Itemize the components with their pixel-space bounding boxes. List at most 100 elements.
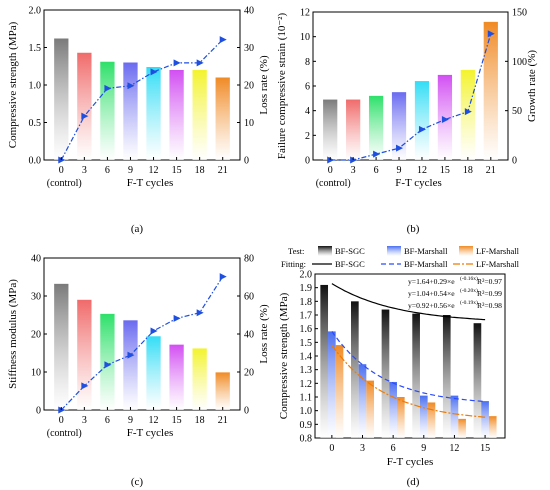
bar — [346, 99, 361, 160]
y-tick-label: 20 — [31, 330, 41, 341]
line-marker — [196, 59, 204, 67]
y-axis-label: Failure compressive strain (10⁻²) — [276, 13, 288, 160]
y-tick-label: 4 — [305, 106, 310, 117]
x-tick-label: 18 — [195, 415, 205, 426]
line-marker — [58, 406, 66, 414]
legend-swatch — [459, 246, 473, 256]
line-marker — [373, 150, 381, 158]
y-tick-label: 10 — [31, 368, 41, 379]
line-marker — [441, 116, 449, 124]
legend-swatch — [318, 246, 332, 256]
x-tick-label: 0 — [59, 415, 64, 426]
bar — [123, 320, 138, 410]
panel-caption: (d) — [407, 476, 420, 488]
x-axis-label: F-T cycles — [395, 177, 442, 189]
line-marker — [219, 273, 227, 281]
bar-lf-marshall — [488, 416, 497, 438]
line-marker — [150, 68, 158, 76]
legend-label: BF-SGC — [335, 246, 365, 256]
equation-exponent: (-0.20x) — [460, 287, 478, 294]
y-tick-label: 1.5 — [29, 43, 42, 54]
y2-tick-label: 0 — [244, 406, 249, 417]
x-sub-label: (control) — [47, 178, 82, 189]
y-axis-label: Compressive strength (MPa) — [278, 292, 290, 419]
x-tick-label: 12 — [149, 165, 159, 176]
panel-caption: (a) — [131, 223, 144, 235]
bar — [100, 61, 115, 160]
x-tick-label: 9 — [421, 443, 426, 454]
y-tick-label: 1.8 — [300, 297, 313, 308]
x-tick-label: 6 — [105, 165, 110, 176]
y-tick-label: 1.1 — [300, 393, 313, 404]
y-tick-label: 2 — [305, 131, 310, 142]
bar-bf-marshall — [419, 395, 428, 438]
x-tick-label: 0 — [59, 165, 64, 176]
line-marker — [464, 108, 472, 116]
x-axis-label: F-T cycles — [387, 456, 434, 468]
x-tick-label: 18 — [463, 165, 473, 176]
bar — [54, 283, 69, 410]
legend-fit-label: Fitting: — [281, 259, 306, 269]
y2-tick-label: 150 — [512, 8, 527, 19]
fit-equation: y=0.92+0.56×e (-0.19x) R²=0.98 — [408, 299, 502, 310]
line-marker — [127, 82, 135, 90]
bar — [169, 70, 184, 160]
y2-tick-label: 0 — [244, 156, 249, 167]
fit-equation: y=1.64+0.29×e (-0.16x) R²=0.97 — [408, 275, 502, 286]
loss-line — [60, 39, 224, 161]
bar — [146, 336, 161, 410]
fit-curve-lf-marshall — [331, 344, 486, 418]
bar-bf-marshall — [481, 401, 489, 438]
line-marker — [173, 314, 181, 322]
panel-1: 0 2 4 6 8 10 12 Failure compressive strain (10⁻… — [276, 8, 538, 236]
fit-equation: y=1.04+0.54×e (-0.20x) R²=0.99 — [408, 287, 502, 298]
legend-swatch — [387, 246, 401, 256]
bar-lf-marshall — [458, 418, 466, 438]
x-tick-label: 15 — [172, 415, 182, 426]
y2-tick-label: 20 — [244, 81, 254, 92]
y2-tick-label: 100 — [512, 57, 527, 68]
line-marker — [81, 112, 89, 120]
y2-tick-label: 0 — [512, 156, 517, 167]
y-tick-label: 0 — [305, 156, 310, 167]
loss-line — [60, 276, 224, 411]
bar — [54, 38, 69, 160]
line-marker — [418, 125, 426, 133]
x-tick-label: 3 — [351, 165, 356, 176]
bar — [215, 77, 230, 160]
x-tick-label: 6 — [374, 165, 379, 176]
x-tick-label: 15 — [172, 165, 182, 176]
bar — [100, 313, 115, 410]
bar-bf-sgc — [473, 323, 482, 438]
fit-curve-bf-marshall — [331, 331, 486, 403]
line-marker — [104, 361, 112, 369]
bar — [323, 99, 338, 160]
bar-bf-sgc — [412, 313, 420, 438]
x-tick-label: 3 — [82, 165, 87, 176]
legend-fit-name: BF-Marshall — [404, 259, 448, 269]
y2-tick-label: 60 — [244, 292, 254, 303]
bar — [215, 372, 230, 410]
y-tick-label: 1.0 — [29, 81, 42, 92]
x-axis-label: F-T cycles — [127, 177, 174, 189]
x-tick-label: 21 — [218, 415, 228, 426]
bar-bf-marshall — [358, 364, 367, 438]
x-tick-label: 3 — [82, 415, 87, 426]
y-tick-label: 10 — [300, 32, 310, 43]
bar — [77, 52, 92, 160]
y-tick-label: 1.2 — [300, 379, 313, 390]
equation-text: y=1.04+0.54×e — [408, 289, 455, 298]
y2-tick-label: 10 — [244, 118, 254, 129]
y-tick-label: 0.8 — [300, 434, 313, 445]
y2-tick-label: 30 — [244, 43, 254, 54]
x-tick-label: 12 — [417, 165, 427, 176]
legend-fit-name: LF-Marshall — [476, 259, 520, 269]
y-axis-label: Stiffness modulus (MPa) — [7, 279, 19, 389]
bar-lf-marshall — [427, 402, 436, 438]
bar — [77, 299, 92, 410]
y-tick-label: 1.9 — [300, 283, 313, 294]
bar-bf-sgc — [381, 309, 390, 438]
y-tick-label: 1.0 — [300, 406, 313, 417]
y-tick-label: 1.4 — [300, 352, 313, 363]
y2-tick-label: 40 — [244, 330, 254, 341]
